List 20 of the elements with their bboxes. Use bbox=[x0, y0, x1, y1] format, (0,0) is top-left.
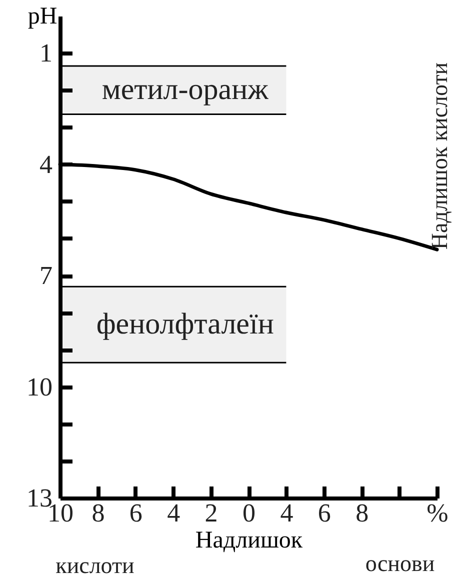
y-tick-label: 4 bbox=[40, 150, 52, 179]
x-tick-label: % bbox=[426, 498, 448, 528]
text: основи bbox=[365, 551, 435, 575]
x-tick-label: 0 bbox=[242, 498, 256, 528]
annotation: Надлишок кислоти bbox=[427, 62, 452, 250]
y-tick-label: 1 bbox=[40, 38, 52, 68]
y-axis-title: pH bbox=[28, 4, 58, 30]
x-tick-label: 4 bbox=[167, 498, 180, 528]
x-tick-label: 8 bbox=[356, 498, 369, 528]
y-tick-label: 7 bbox=[40, 261, 52, 290]
x-tick-label: 4 bbox=[280, 498, 294, 528]
x-tick-label: 2 bbox=[204, 498, 218, 528]
x-tick-label: 6 bbox=[318, 498, 331, 528]
band-label: метил-оранж bbox=[102, 73, 269, 106]
band-label: фенолфталеїн bbox=[96, 308, 274, 341]
x-tick-label: 6 bbox=[129, 498, 142, 528]
x-axis-title: Надлишок bbox=[195, 528, 303, 554]
text: кислоти bbox=[56, 553, 134, 575]
x-tick-label: 8 bbox=[92, 498, 105, 528]
y-tick-label: 10 bbox=[26, 372, 52, 402]
